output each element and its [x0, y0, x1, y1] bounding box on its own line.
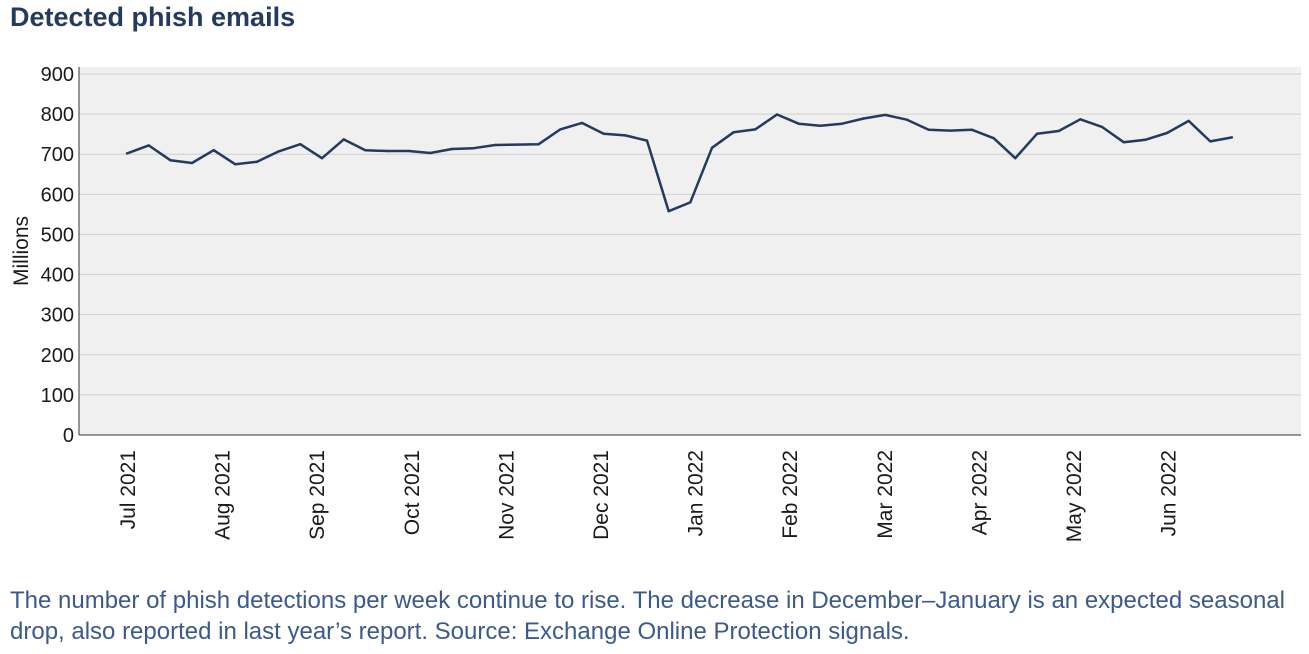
data-point: [992, 137, 995, 140]
data-point: [732, 131, 735, 134]
data-point: [645, 139, 649, 142]
data-point: [407, 149, 410, 153]
y-tick-label: 400: [41, 265, 74, 287]
y-axis-ticks: 0 100 200 300 400 500 600 700 800 900: [41, 64, 74, 447]
data-point: [884, 113, 887, 117]
chart-title: Detected phish emails: [10, 2, 296, 32]
data-point: [169, 159, 172, 162]
x-tick-label: Apr 2022: [968, 450, 991, 535]
data-point: [1165, 131, 1169, 135]
y-tick-label: 300: [41, 305, 74, 327]
data-point: [710, 146, 714, 149]
data-point: [125, 152, 129, 155]
y-tick-label: 800: [41, 104, 74, 126]
data-point: [775, 113, 779, 116]
y-tick-label: 700: [41, 144, 74, 166]
data-point: [450, 147, 454, 151]
data-point: [494, 143, 497, 147]
data-point: [602, 132, 605, 135]
plot-background: [79, 67, 1301, 435]
data-point: [927, 128, 930, 131]
x-tick-label: Nov 2021: [495, 450, 518, 540]
data-point: [429, 151, 432, 155]
data-point: [970, 128, 974, 131]
x-tick-label: Jan 2022: [685, 450, 708, 536]
x-tick-label: Mar 2022: [874, 450, 897, 539]
data-point: [1057, 129, 1060, 133]
data-point: [580, 121, 584, 125]
data-point: [1187, 119, 1190, 123]
x-tick-label: Sep 2021: [306, 450, 329, 540]
data-point: [754, 128, 757, 131]
x-tick-label: Oct 2021: [401, 450, 424, 535]
data-point: [1079, 118, 1082, 121]
data-point: [1144, 138, 1147, 141]
data-point: [190, 161, 194, 165]
line-chart: 0 100 200 300 400 500 600 700 800 900 Jul 2021 Aug…: [10, 64, 1301, 542]
data-point: [624, 134, 627, 137]
gridlines: [79, 73, 1301, 396]
data-point: [905, 118, 909, 121]
data-point: [1100, 125, 1104, 129]
y-tick-label: 600: [41, 184, 74, 206]
data-point: [1230, 136, 1234, 139]
y-tick-label: 0: [63, 425, 74, 447]
x-axis-ticks: Jul 2021 Aug 2021 Sep 2021 Oct 2021 Nov 2021…: [117, 450, 1181, 542]
data-point: [537, 143, 540, 146]
data-point: [342, 138, 345, 141]
data-point: [840, 122, 844, 125]
series-line: [126, 113, 1233, 213]
x-tick-label: Dec 2021: [590, 450, 613, 540]
data-point: [364, 149, 367, 152]
data-point: [1014, 157, 1017, 160]
data-point: [797, 122, 800, 125]
data-point: [277, 150, 280, 153]
data-point: [147, 144, 150, 147]
data-point: [299, 143, 302, 146]
y-tick-label: 500: [41, 224, 74, 246]
x-tick-label: Feb 2022: [779, 450, 802, 539]
data-point: [385, 149, 389, 153]
data-point: [949, 129, 952, 132]
data-point: [212, 149, 215, 152]
data-point: [234, 163, 237, 166]
y-tick-label: 200: [41, 345, 74, 367]
data-point: [255, 160, 259, 163]
data-point: [472, 147, 475, 150]
data-point: [819, 124, 822, 127]
data-point: [559, 128, 562, 131]
x-tick-label: Jul 2021: [117, 450, 140, 529]
data-point: [1122, 141, 1125, 144]
x-tick-label: Aug 2021: [212, 450, 235, 540]
data-point: [689, 201, 692, 204]
y-axis-label: Millions: [10, 216, 33, 286]
data-point: [862, 117, 865, 120]
data-point: [1035, 132, 1039, 135]
figure-caption: The number of phish detections per week …: [10, 587, 1285, 645]
y-tick-label: 900: [41, 64, 74, 86]
x-tick-label: May 2022: [1063, 450, 1086, 542]
data-point: [1209, 140, 1212, 143]
x-tick-label: Jun 2022: [1158, 450, 1181, 536]
data-point: [667, 210, 670, 213]
y-tick-label: 100: [41, 385, 74, 407]
data-point: [320, 157, 324, 160]
data-point: [515, 143, 519, 146]
